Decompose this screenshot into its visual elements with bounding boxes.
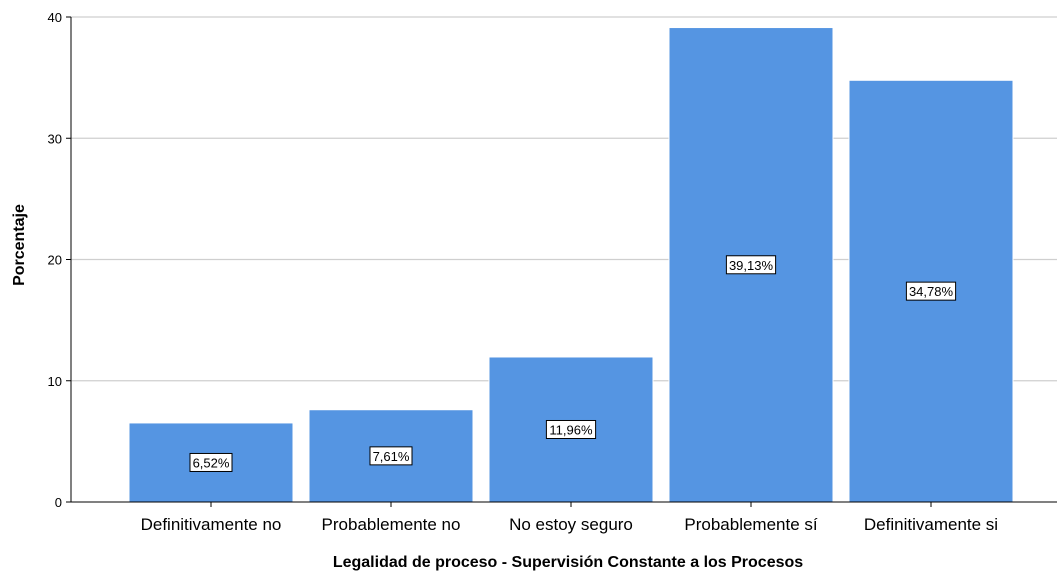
- data-label: 7,61%: [373, 449, 410, 464]
- data-label: 34,78%: [909, 284, 954, 299]
- x-tick-label: Definitivamente no: [141, 515, 282, 534]
- x-axis-category-labels: Definitivamente no Probablemente no No est…: [141, 502, 998, 534]
- x-tick-label: No estoy seguro: [509, 515, 633, 534]
- data-label-box: [545, 419, 597, 439]
- data-labels: 6,52% 7,61% 11,96% 39,13% 34,78%: [189, 255, 957, 472]
- data-label: 39,13%: [729, 258, 774, 273]
- x-axis-title: Legalidad de proceso - Supervisión Const…: [333, 554, 803, 571]
- data-label-box: [189, 452, 233, 472]
- y-axis-title: Porcentaje: [11, 204, 28, 286]
- x-tick-label: Definitivamente si: [864, 515, 998, 534]
- data-label: 11,96%: [549, 422, 593, 437]
- y-tick-label: 10: [48, 374, 62, 389]
- x-tick-label: Probablemente no: [322, 515, 461, 534]
- y-tick-label: 30: [48, 131, 62, 146]
- y-tick-label: 0: [55, 495, 62, 510]
- data-label-box: [725, 255, 777, 275]
- y-tick-label: 20: [48, 253, 62, 268]
- data-label-box: [905, 281, 957, 301]
- y-tick-label: 40: [48, 10, 62, 25]
- x-tick-label: Probablemente sí: [684, 515, 818, 534]
- data-label: 6,52%: [193, 455, 230, 470]
- data-label-box: [369, 446, 413, 466]
- y-axis-ticks: 0 10 20 30 40: [48, 10, 71, 510]
